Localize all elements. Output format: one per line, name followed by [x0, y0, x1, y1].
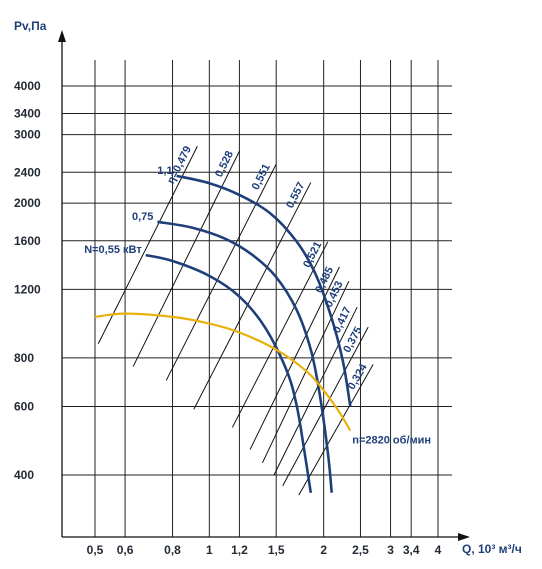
fan-curve [94, 312, 352, 432]
efficiency-line [298, 364, 374, 496]
fan-curve-label: n=2820 об/мин [352, 435, 431, 447]
efficiency-line [165, 163, 277, 381]
y-tick-label: 2000 [14, 196, 41, 210]
y-tick-label: 400 [14, 468, 34, 482]
power-curve [145, 253, 313, 494]
y-axis-label: Pv,Па [14, 19, 47, 33]
x-axis-label: Q, 10³ м³/ч [462, 542, 522, 556]
y-tick-label: 3000 [14, 128, 41, 142]
x-tick-label: 4 [435, 543, 442, 557]
y-tick-label: 600 [14, 400, 34, 414]
fan-curve-group: n=2820 об/мин [94, 312, 431, 447]
power-curve [176, 174, 352, 407]
efficiency-line [282, 326, 369, 487]
power-curve [157, 220, 333, 493]
tick-labels: 0,5 0,6 0,8 1 1,2 1,5 2 2,5 3 3,4 4 400 600 800 1200 16… [14, 79, 442, 557]
y-tick-label: 800 [14, 351, 34, 365]
power-curve-label: 0,75 [132, 211, 153, 223]
power-curve-label: N=0,55 кВт [84, 244, 142, 256]
y-tick-label: 1600 [14, 234, 41, 248]
x-axis-arrow-icon [458, 533, 470, 541]
efficiency-line [193, 182, 312, 410]
y-axis-arrow-icon [58, 30, 66, 42]
x-tick-label: 3 [387, 543, 394, 557]
x-tick-label: 2 [320, 543, 327, 557]
x-tick-label: 1,5 [268, 543, 285, 557]
efficiency-line [273, 306, 358, 476]
power-curve-label: 1,1 [157, 165, 172, 177]
y-tick-label: 4000 [14, 79, 41, 93]
x-tick-label: 1 [206, 543, 213, 557]
x-tick-label: 1,2 [231, 543, 248, 557]
power-curves: N=0,55 кВт 0,75 1,1 [84, 165, 352, 494]
efficiency-line [132, 150, 240, 367]
efficiency-line [231, 241, 329, 428]
x-tick-label: 3,4 [403, 543, 420, 557]
x-tick-label: 2,5 [352, 543, 369, 557]
y-tick-label: 2400 [14, 165, 41, 179]
y-tick-label: 1200 [14, 282, 41, 296]
efficiency-line [97, 146, 198, 344]
x-tick-label: 0,8 [164, 543, 181, 557]
x-tick-label: 0,6 [117, 543, 134, 557]
axes [58, 30, 470, 541]
x-tick-label: 0,5 [87, 543, 104, 557]
y-tick-label: 3400 [14, 106, 41, 120]
grid [62, 60, 452, 537]
